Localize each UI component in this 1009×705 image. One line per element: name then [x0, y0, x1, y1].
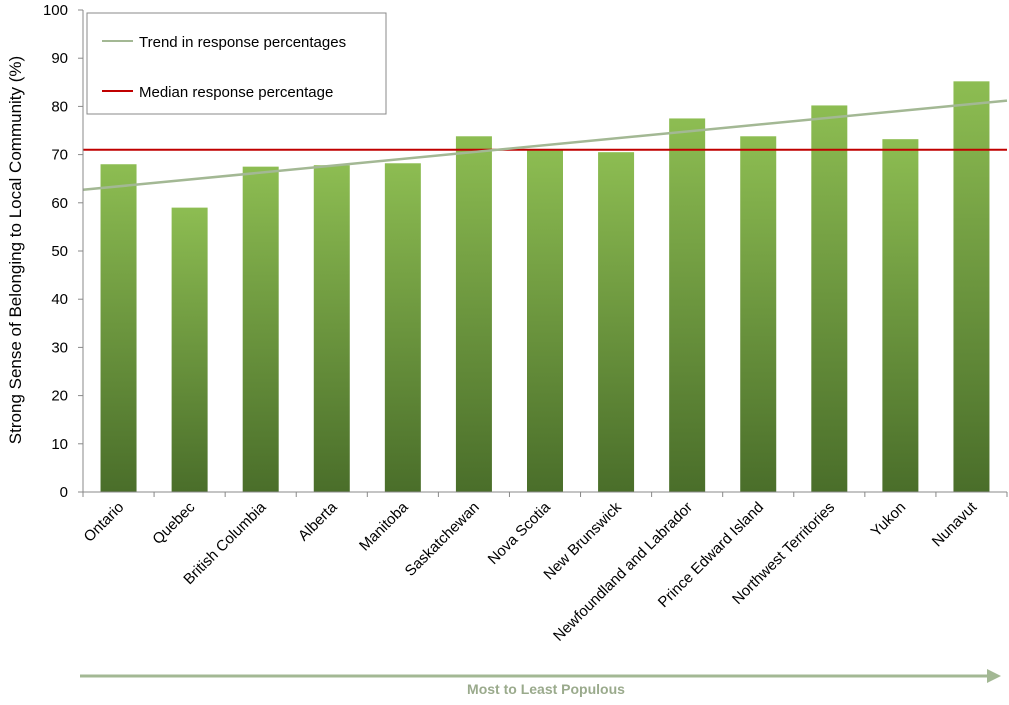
- bar: [669, 118, 706, 492]
- y-tick-label: 100: [43, 2, 68, 19]
- reference-lines: [82, 99, 1008, 192]
- bars: [100, 81, 990, 493]
- bar: [171, 207, 208, 492]
- bar: [740, 136, 777, 492]
- x-category-label: Saskatchewan: [402, 499, 483, 580]
- legend: Trend in response percentages Median res…: [86, 12, 387, 115]
- legend-median-label: Median response percentage: [139, 84, 333, 101]
- axes: [82, 10, 1008, 497]
- bar: [242, 166, 279, 492]
- bar: [527, 149, 563, 492]
- bar: [100, 164, 137, 493]
- bar: [313, 165, 350, 493]
- x-category-label: Ontario: [81, 499, 128, 546]
- y-tick-label: 70: [51, 147, 68, 164]
- bar: [598, 152, 635, 492]
- legend-box: [86, 12, 387, 115]
- x-category-label: Newfoundland and Labrador: [550, 499, 696, 645]
- bar: [384, 163, 421, 492]
- arrow-head: [987, 669, 1001, 683]
- x-category-label: Nunavut: [929, 498, 981, 550]
- y-tick-label: 90: [51, 50, 68, 67]
- y-axis-ticks: 0 10 20 30 40 50 60 70 80 90 100: [43, 2, 83, 501]
- y-tick-label: 10: [51, 436, 68, 453]
- x-category-label: Quebec: [149, 498, 199, 548]
- y-tick-label: 0: [60, 484, 68, 501]
- populous-arrow: Most to Least Populous: [80, 669, 1001, 697]
- x-category-label: Manitoba: [356, 498, 412, 554]
- y-tick-label: 40: [51, 291, 68, 308]
- x-category-label: Nova Scotia: [485, 498, 555, 568]
- bar: [455, 136, 492, 492]
- arrow-label: Most to Least Populous: [467, 681, 625, 697]
- y-axis-title: Strong Sense of Belonging to Local Commu…: [6, 56, 25, 444]
- bar: [882, 139, 919, 492]
- trend-line: [82, 99, 1008, 192]
- x-category-label: Yukon: [868, 499, 910, 541]
- y-tick-label: 30: [51, 339, 68, 356]
- y-tick-label: 60: [51, 195, 68, 212]
- y-tick-label: 80: [51, 98, 68, 115]
- legend-trend-label: Trend in response percentages: [139, 34, 346, 51]
- x-category-label: Alberta: [295, 498, 341, 544]
- bar: [811, 105, 848, 492]
- bar: [953, 81, 990, 492]
- y-tick-label: 50: [51, 243, 68, 260]
- y-tick-label: 20: [51, 388, 68, 405]
